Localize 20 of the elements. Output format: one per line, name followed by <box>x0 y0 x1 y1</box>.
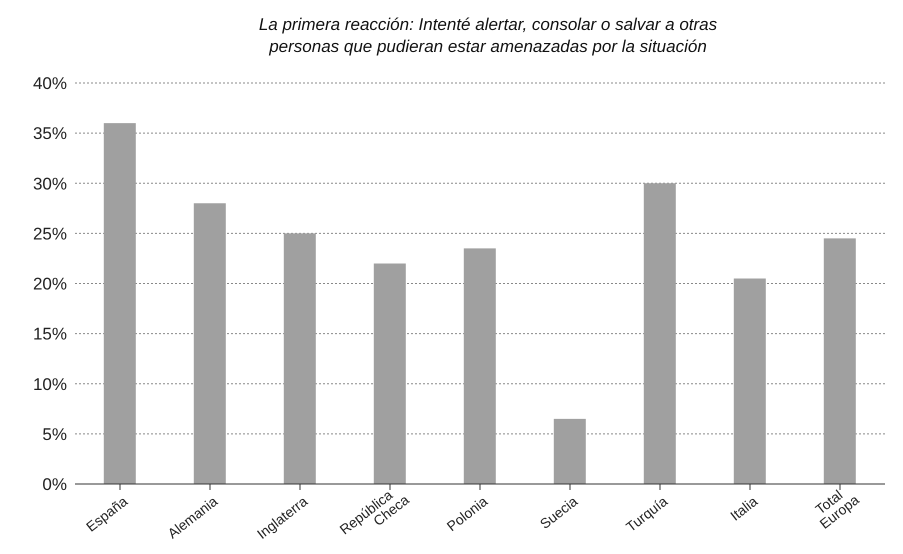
y-tick-label: 35% <box>32 124 67 144</box>
bar <box>284 233 316 484</box>
y-tick-label: 15% <box>32 324 67 344</box>
bar <box>104 123 136 484</box>
bar <box>734 278 766 484</box>
x-tick-label: Italia <box>727 492 760 524</box>
y-tick-label: 25% <box>32 224 67 244</box>
y-tick-label: 40% <box>32 74 67 94</box>
y-tick-label: 0% <box>42 475 67 494</box>
y-tick-label: 30% <box>32 174 67 194</box>
bar <box>464 248 496 484</box>
bar <box>824 238 856 484</box>
bar <box>554 418 586 484</box>
y-tick-label: 10% <box>32 374 67 394</box>
chart-title: La primera reacción: Intenté alertar, consolar o salvar a otras personas que pudieran estar amenazadas por la situación <box>258 14 718 58</box>
bar <box>194 203 226 484</box>
y-tick-label: 20% <box>32 274 67 294</box>
bar <box>374 263 406 484</box>
y-tick-label: 5% <box>42 424 67 444</box>
bar <box>644 183 676 484</box>
